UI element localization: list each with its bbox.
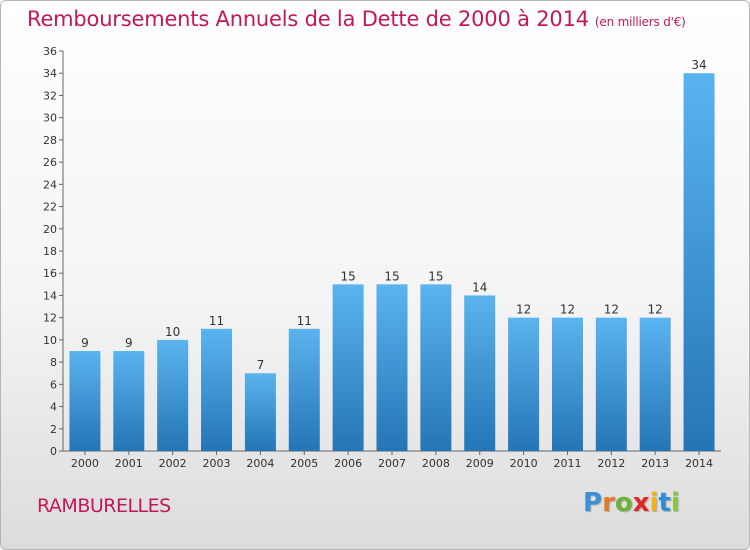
y-tick-label: 26 <box>43 156 57 169</box>
chart-title: Remboursements Annuels de la Dette de 20… <box>27 7 686 31</box>
data-label: 11 <box>209 314 224 328</box>
bar <box>113 351 145 451</box>
x-tick-label: 2001 <box>115 457 143 470</box>
bar <box>244 373 276 451</box>
y-tick-label: 22 <box>43 201 57 214</box>
data-label: 34 <box>691 58 706 72</box>
data-label: 10 <box>165 325 180 339</box>
bar <box>376 284 408 451</box>
chart-unit: (en milliers d'€) <box>594 15 686 29</box>
y-tick-label: 12 <box>43 312 57 325</box>
logo-letter: i <box>670 488 680 518</box>
data-label: 12 <box>648 303 663 317</box>
proxiti-logo[interactable]: Proxiti <box>583 488 680 518</box>
data-label: 9 <box>125 336 133 350</box>
y-tick-label: 24 <box>43 178 57 191</box>
bar <box>288 328 320 451</box>
x-tick-label: 2011 <box>553 457 581 470</box>
y-tick-label: 14 <box>43 289 57 302</box>
bar <box>420 284 452 451</box>
y-tick-label: 30 <box>43 112 57 125</box>
logo-letter: o <box>614 488 633 518</box>
x-tick-label: 2010 <box>510 457 538 470</box>
x-tick-label: 2003 <box>203 457 231 470</box>
data-label: 15 <box>384 269 399 283</box>
x-tick-label: 2012 <box>597 457 625 470</box>
y-tick-label: 18 <box>43 245 57 258</box>
y-tick-label: 34 <box>43 67 57 80</box>
bar <box>639 317 671 451</box>
y-tick-label: 20 <box>43 223 57 236</box>
y-tick-label: 36 <box>43 45 57 58</box>
data-label: 12 <box>604 303 619 317</box>
logo-letter: t <box>658 488 671 518</box>
y-tick-label: 16 <box>43 267 57 280</box>
x-tick-label: 2008 <box>422 457 450 470</box>
bar <box>464 295 496 451</box>
x-tick-label: 2007 <box>378 457 406 470</box>
data-label: 11 <box>297 314 312 328</box>
y-tick-label: 4 <box>50 401 57 414</box>
data-label: 12 <box>560 303 575 317</box>
y-tick-label: 2 <box>50 423 57 436</box>
x-tick-label: 2013 <box>641 457 669 470</box>
bar <box>551 317 583 451</box>
bar <box>201 328 233 451</box>
y-tick-label: 8 <box>50 356 57 369</box>
x-tick-label: 2000 <box>71 457 99 470</box>
x-tick-label: 2009 <box>466 457 494 470</box>
data-label: 9 <box>81 336 89 350</box>
bar <box>595 317 627 451</box>
x-tick-label: 2002 <box>159 457 187 470</box>
bar <box>69 351 101 451</box>
logo-letter: i <box>649 488 659 518</box>
data-labels: 9 9 10 11 7 11 15 15 15 14 12 12 12 12 34 <box>81 58 707 372</box>
data-label: 15 <box>428 269 443 283</box>
logo-letter: r <box>602 488 615 518</box>
logo-letter: P <box>583 488 603 518</box>
y-tick-label: 0 <box>50 445 57 458</box>
bar <box>332 284 364 451</box>
chart-title-text: Remboursements Annuels de la Dette de 20… <box>27 7 589 31</box>
y-tick-label: 10 <box>43 334 57 347</box>
y-tick-label: 32 <box>43 89 57 102</box>
bar <box>157 339 189 451</box>
data-label: 12 <box>516 303 531 317</box>
x-tick-label: 2004 <box>246 457 274 470</box>
bar <box>683 73 715 451</box>
x-tick-label: 2005 <box>290 457 318 470</box>
y-tick-label: 28 <box>43 134 57 147</box>
bars <box>69 73 715 451</box>
logo-letter: x <box>632 488 650 518</box>
data-label: 15 <box>340 269 355 283</box>
x-tick-label: 2014 <box>685 457 713 470</box>
data-label: 14 <box>472 280 487 294</box>
bar <box>508 317 540 451</box>
y-tick-label: 6 <box>50 378 57 391</box>
commune-name: RAMBURELLES <box>37 495 171 517</box>
data-label: 7 <box>257 358 265 372</box>
x-tick-label: 2006 <box>334 457 362 470</box>
